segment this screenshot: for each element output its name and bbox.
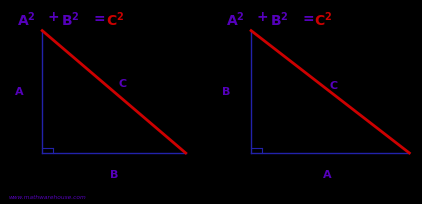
Text: www.mathwarehouse.com: www.mathwarehouse.com bbox=[8, 195, 86, 200]
Text: B: B bbox=[110, 170, 118, 181]
Text: $\mathbf{=}$: $\mathbf{=}$ bbox=[91, 10, 106, 24]
Text: $\mathbf{+}$: $\mathbf{+}$ bbox=[47, 10, 60, 24]
Text: $\mathbf{A^2}$: $\mathbf{A^2}$ bbox=[17, 10, 35, 29]
Text: C: C bbox=[118, 79, 127, 89]
Text: B: B bbox=[222, 87, 230, 97]
Text: A: A bbox=[323, 170, 331, 181]
Text: $\mathbf{B^2}$: $\mathbf{B^2}$ bbox=[61, 10, 80, 29]
Text: $\mathbf{=}$: $\mathbf{=}$ bbox=[300, 10, 314, 24]
Text: C: C bbox=[329, 81, 338, 91]
Text: $\mathbf{A^2}$: $\mathbf{A^2}$ bbox=[226, 10, 244, 29]
Text: $\mathbf{C^2}$: $\mathbf{C^2}$ bbox=[314, 10, 333, 29]
Text: $\mathbf{+}$: $\mathbf{+}$ bbox=[256, 10, 268, 24]
Text: A: A bbox=[15, 87, 23, 97]
Text: $\mathbf{C^2}$: $\mathbf{C^2}$ bbox=[106, 10, 124, 29]
Text: $\mathbf{B^2}$: $\mathbf{B^2}$ bbox=[270, 10, 289, 29]
